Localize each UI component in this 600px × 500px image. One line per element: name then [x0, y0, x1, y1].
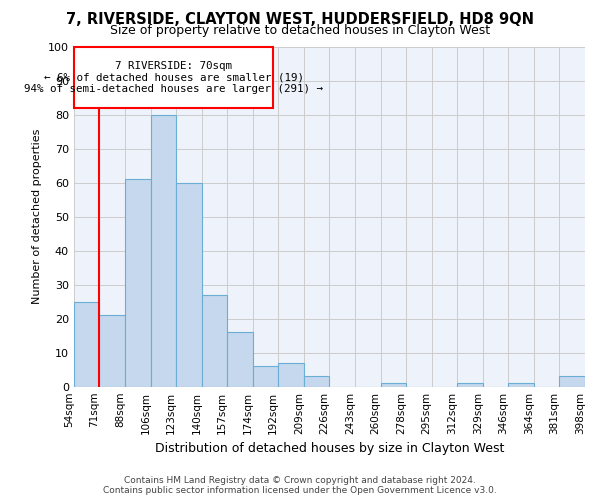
Text: 7, RIVERSIDE, CLAYTON WEST, HUDDERSFIELD, HD8 9QN: 7, RIVERSIDE, CLAYTON WEST, HUDDERSFIELD… [66, 12, 534, 28]
X-axis label: Distribution of detached houses by size in Clayton West: Distribution of detached houses by size … [155, 442, 504, 455]
Text: Contains HM Land Registry data © Crown copyright and database right 2024.
Contai: Contains HM Land Registry data © Crown c… [103, 476, 497, 495]
Bar [559, 376, 585, 386]
Bar [74, 302, 100, 386]
Bar [508, 384, 534, 386]
Bar [202, 295, 227, 386]
Text: Size of property relative to detached houses in Clayton West: Size of property relative to detached ho… [110, 24, 490, 37]
Bar [151, 114, 176, 386]
Text: 7 RIVERSIDE: 70sqm
← 6% of detached houses are smaller (19)
94% of semi-detached: 7 RIVERSIDE: 70sqm ← 6% of detached hous… [24, 60, 323, 94]
Bar [74, 46, 273, 108]
Bar [100, 315, 125, 386]
Bar [227, 332, 253, 386]
Bar [125, 179, 151, 386]
Bar [304, 376, 329, 386]
Bar [176, 182, 202, 386]
Bar [278, 363, 304, 386]
Bar [457, 384, 483, 386]
Bar [380, 384, 406, 386]
Y-axis label: Number of detached properties: Number of detached properties [32, 129, 43, 304]
Bar [253, 366, 278, 386]
